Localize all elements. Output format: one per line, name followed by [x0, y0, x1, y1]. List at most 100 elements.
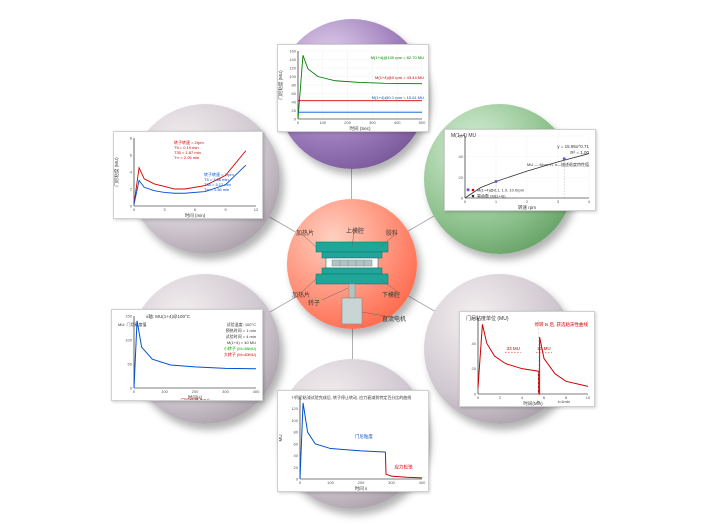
svg-text:20: 20 — [472, 366, 477, 371]
svg-text:时间 (Sec): 时间 (Sec) — [349, 125, 371, 131]
svg-text:M(1+4) = 40 MU: M(1+4) = 40 MU — [227, 340, 256, 345]
svg-text:3: 3 — [163, 207, 166, 212]
svg-text:500: 500 — [419, 120, 426, 125]
svg-text:60: 60 — [294, 441, 299, 446]
center-circle: 加热片 上模腔 胶料转子 下模腔直流电机 加热片 — [287, 199, 417, 329]
svg-text:1: 1 — [495, 199, 498, 204]
svg-text:300: 300 — [388, 480, 395, 485]
svg-text:2: 2 — [526, 199, 529, 204]
label-upper-die: 上模腔 — [346, 226, 364, 235]
svg-text:300: 300 — [222, 389, 229, 394]
svg-text:150: 150 — [125, 314, 132, 319]
svg-text:200: 200 — [191, 389, 198, 394]
svg-text:6: 6 — [543, 395, 546, 400]
panel-bottom-chart: 门尼粘滞试验完成后, 转子停止转动, 应力衰减到特定百分比的曲线 0 100 200 3… — [277, 390, 429, 492]
svg-text:2: 2 — [499, 395, 502, 400]
svg-text:4: 4 — [130, 170, 133, 175]
svg-text:400: 400 — [394, 120, 401, 125]
svg-text:33 MU: 33 MU — [538, 346, 551, 351]
svg-text:M(1+4)@0.1, 1.0, 10.0rpm: M(1+4)@0.1, 1.0, 10.0rpm — [477, 188, 525, 193]
label-motor: 直流电机 — [382, 314, 406, 323]
svg-text:80: 80 — [294, 430, 299, 435]
svg-text:60: 60 — [472, 316, 477, 321]
svg-text:T∞ = 1.56 min: T∞ = 1.56 min — [204, 187, 229, 192]
svg-text:60: 60 — [459, 134, 464, 139]
svg-text:3: 3 — [557, 199, 560, 204]
svg-text:140: 140 — [289, 57, 296, 62]
svg-text:y = 15.95x^0.71: y = 15.95x^0.71 — [557, 144, 589, 149]
svg-text:T∞ = 2.05 min: T∞ = 2.05 min — [174, 155, 199, 160]
svg-text:R² = 1.00: R² = 1.00 — [571, 150, 590, 155]
svg-text:停转 ts 后, 获选粘滞性曲线: 停转 ts 后, 获选粘滞性曲线 — [535, 321, 589, 328]
svg-text:6: 6 — [194, 207, 197, 212]
svg-text:门尼粘度 (MU): 门尼粘度 (MU) — [278, 70, 284, 100]
svg-text:400: 400 — [252, 389, 259, 394]
panel-bottom-right-chart: 门尼粘度单位 (MU)停转 ts 后, 获选粘滞性曲线0246810020406… — [459, 311, 595, 407]
svg-text:幂函数 (M(1+4)): 幂函数 (M(1+4)) — [477, 193, 506, 199]
svg-text:ts: ts — [537, 399, 540, 404]
svg-text:MU: MU — [278, 435, 283, 442]
svg-text:20: 20 — [459, 175, 464, 180]
svg-text:12: 12 — [254, 207, 259, 212]
panel-bottom-left-chart: x轴: MU(1+4)@100°CMU: 门尼粘度值01002003004000… — [111, 309, 263, 401]
svg-text:门尼粘滞试验完成后, 转子停止转动, 应力衰减到特定百分比的: 门尼粘滞试验完成后, 转子停止转动, 应力衰减到特定百分比的曲线 — [295, 394, 411, 400]
svg-text:40: 40 — [294, 453, 299, 458]
svg-text:时间 s: 时间 s — [355, 485, 368, 491]
svg-text:MU: 门尼粘度值: MU: 门尼粘度值 — [118, 321, 146, 327]
svg-text:t=1min: t=1min — [558, 399, 570, 404]
svg-text:0: 0 — [133, 389, 136, 394]
label-heater-bottom: 加热片 — [292, 290, 310, 299]
svg-text:0: 0 — [464, 199, 467, 204]
svg-text:120: 120 — [289, 66, 296, 71]
svg-text:300: 300 — [369, 120, 376, 125]
svg-text:100: 100 — [319, 120, 326, 125]
svg-text:小转子 (M=38MU): 小转子 (M=38MU) — [224, 345, 257, 351]
svg-text:4: 4 — [588, 199, 591, 204]
svg-text:转速 rpm: 转速 rpm — [518, 204, 536, 210]
panel-top-left-chart: 03691202468时间 (min)门尼粘度 (MU)转子转速 = 2rpmT… — [113, 131, 263, 219]
svg-text:门尼粘度 (MU): 门尼粘度 (MU) — [180, 397, 210, 400]
label-rotor: 转子 — [308, 298, 320, 307]
svg-text:6: 6 — [130, 153, 133, 158]
svg-text:预热时间 = 1 min: 预热时间 = 1 min — [225, 327, 255, 333]
svg-text:2: 2 — [130, 187, 133, 192]
svg-text:x轴: MU(1+4)@100°C: x轴: MU(1+4)@100°C — [146, 313, 191, 320]
svg-text:10: 10 — [586, 395, 591, 400]
svg-text:门尼粘度 (MU): 门尼粘度 (MU) — [114, 157, 120, 187]
svg-text:0: 0 — [477, 395, 480, 400]
svg-text:100: 100 — [125, 338, 132, 343]
svg-text:M(1+4)@0.1 rpm = 15.61 MU: M(1+4)@0.1 rpm = 15.61 MU — [372, 95, 424, 100]
svg-text:0: 0 — [299, 480, 302, 485]
svg-text:400: 400 — [419, 480, 426, 485]
label-heater-top: 加热片 — [296, 228, 314, 237]
svg-text:100: 100 — [161, 389, 168, 394]
svg-text:时间(Min): 时间(Min) — [524, 400, 544, 406]
label-lower-die: 下模腔 — [382, 290, 400, 299]
svg-text:4: 4 — [521, 395, 524, 400]
svg-text:80: 80 — [292, 83, 297, 88]
panel-top-chart: 0100200300400500020406080100120140160时间 … — [277, 44, 429, 132]
svg-text:200: 200 — [358, 480, 365, 485]
svg-text:100: 100 — [327, 480, 334, 485]
panel-top-right-chart: M(1+4) MU012340204060转速 rpmy = 15.95x^0.… — [444, 129, 596, 211]
svg-text:40: 40 — [292, 100, 297, 105]
label-sample: 胶料 — [386, 228, 398, 237]
svg-text:120: 120 — [291, 406, 298, 411]
svg-text:8: 8 — [130, 136, 133, 141]
svg-text:应力松弛: 应力松弛 — [395, 463, 413, 470]
svg-text:33 MU: 33 MU — [507, 346, 520, 351]
svg-text:200: 200 — [344, 120, 351, 125]
svg-text:40: 40 — [472, 341, 477, 346]
svg-text:时间 (min): 时间 (min) — [185, 212, 206, 218]
svg-text:140: 140 — [291, 395, 298, 400]
svg-text:100: 100 — [291, 418, 298, 423]
svg-text:40: 40 — [459, 154, 464, 159]
svg-text:160: 160 — [289, 49, 296, 54]
svg-text:60: 60 — [292, 91, 297, 96]
svg-text:0: 0 — [133, 207, 136, 212]
svg-text:100: 100 — [289, 74, 296, 79]
svg-text:9: 9 — [224, 207, 227, 212]
svg-text:M(1+4)@0 rpm = 43.44 MU: M(1+4)@0 rpm = 43.44 MU — [375, 75, 424, 80]
svg-text:大转子 (M=40MU): 大转子 (M=40MU) — [224, 351, 257, 357]
diagram-canvas: 加热片上模腔胶料转子下模腔直流电机加热片01002003004005000204… — [0, 0, 704, 528]
